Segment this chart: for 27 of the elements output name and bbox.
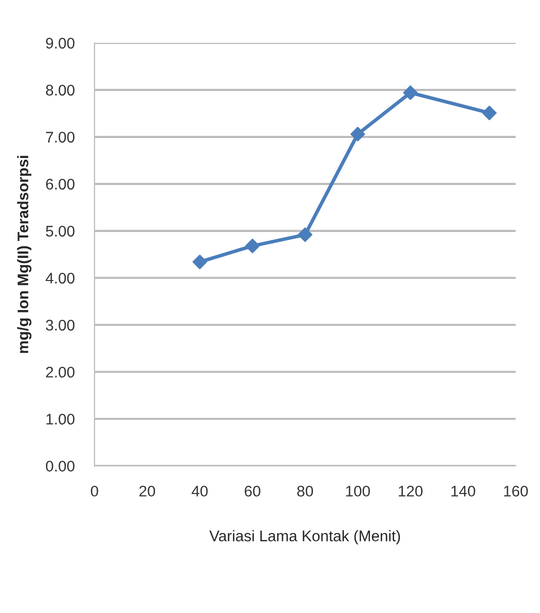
y-tick-label: 7.00	[46, 132, 74, 143]
y-tick-label: 6.00	[46, 178, 74, 190]
point	[192, 254, 208, 270]
x-tick-label: 120	[398, 486, 423, 497]
y-tick-label: 5.00	[46, 226, 74, 237]
y-axis-title: mg/g Ion Mg(II) Teradsorpsi	[17, 156, 32, 353]
x-tick-label: 40	[192, 486, 208, 497]
x-tick-label: 20	[139, 486, 156, 497]
x-tick-label: 60	[244, 486, 260, 497]
point	[482, 106, 497, 120]
point	[350, 126, 366, 142]
x-tick-label: 80	[297, 486, 313, 497]
x-tick-label: 140	[451, 486, 476, 497]
y-tick-label: 9.00	[46, 38, 74, 49]
point	[245, 238, 260, 254]
y-tick-label: 1.00	[46, 414, 74, 425]
point	[298, 227, 312, 242]
y-tick-label: 2.00	[46, 366, 74, 378]
x-tick-label: 100	[346, 486, 370, 497]
x-axis-title: Variasi Lama Kontak (Menit)	[209, 530, 400, 544]
y-tick-label: 0.00	[46, 460, 74, 472]
y-tick-label: 3.00	[46, 320, 74, 331]
point	[403, 85, 418, 100]
y-tick-label: 4.00	[46, 272, 74, 284]
y-tick-label: 8.00	[46, 84, 74, 96]
x-tick-label: 160	[504, 486, 528, 497]
x-tick-label: 0	[90, 486, 98, 497]
